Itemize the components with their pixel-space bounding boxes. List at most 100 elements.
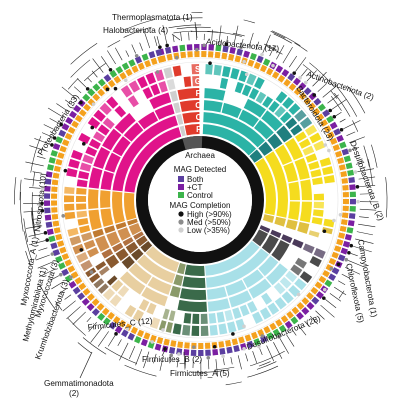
tree-node-arc [363,145,370,167]
rank-block [238,70,249,83]
rank-block [206,286,227,300]
tree-branch [259,348,263,356]
tree-node-arc [367,159,373,186]
detection-square [172,45,179,53]
tree-node-arc [334,92,351,117]
tree-node-arc [207,31,242,37]
tree-branch [50,275,60,281]
rank-block [100,208,114,227]
tree-node-arc [77,342,92,354]
tree-branch [317,83,327,92]
rank-block [172,323,182,335]
rank-block [177,299,208,312]
rank-block [173,102,181,114]
tree-branch [282,46,293,64]
abundance-square [253,61,261,70]
detection-square [296,311,304,320]
rank-block [128,223,142,236]
rank-block [93,131,106,143]
abundance-square [207,51,214,58]
abundance-square [338,232,346,239]
completion-dot [161,328,165,332]
rank-block [88,138,101,150]
tree-branch [153,353,157,364]
rank-block [254,120,274,140]
abundance-square [308,102,316,111]
detection-square [102,317,111,326]
rank-block [305,153,318,163]
legend-swatch-control [178,192,184,198]
rank-block [93,109,106,122]
rank-block [66,168,78,178]
detection-square [44,207,51,214]
completion-dot [177,352,181,356]
detection-square [317,103,326,112]
tree-branch [346,131,356,136]
abundance-square [336,238,344,246]
tree-branch [343,120,361,130]
rank-block [77,217,89,226]
rank-block [207,298,231,312]
tree-branch [97,331,109,347]
rank-block [267,133,283,150]
detection-square [222,45,229,53]
tree-node-arc [30,135,42,173]
abundance-square [57,152,65,159]
tree-node-arc [258,361,271,367]
abundance-square [157,55,164,63]
tree-node-arc [270,31,286,39]
rank-block [76,179,88,188]
rank-block [111,279,124,292]
rank-block [313,201,324,209]
abundance-square [244,334,252,342]
rank-block [239,304,250,317]
tree-branch [339,118,346,123]
detection-square [298,82,307,91]
rank-block [168,310,176,322]
rank-block [259,307,272,320]
abundance-square [342,205,349,212]
rank-block [112,115,178,192]
completion-dot [322,287,327,292]
abundance-square [87,293,95,302]
rank-block [102,288,116,301]
rank-block [89,272,101,283]
abundance-square [286,310,294,319]
tree-branch [237,355,242,370]
detection-square [290,316,299,325]
tree-branch [41,132,53,138]
rank-block [319,157,332,167]
abundance-square [228,53,235,61]
completion-dot [158,45,162,49]
detection-square [48,157,56,164]
rank-block [78,132,91,144]
detection-square [81,297,90,306]
abundance-square [57,240,65,248]
rank-block [98,266,110,276]
abundance-square [97,88,106,97]
abundance-square [334,150,343,158]
rank-letter-p: P [196,125,202,134]
abundance-square [293,87,302,96]
rank-block [218,323,228,335]
completion-dot [347,250,351,255]
completion-dot [43,231,48,235]
abundance-square [55,233,63,241]
tree-branch [114,47,123,61]
detection-square [205,349,211,356]
completion-dot [356,199,360,204]
rank-block [137,254,176,284]
rank-block [121,255,135,269]
tree-branch [107,335,116,347]
tree-branch [341,273,350,279]
tree-node-arc [264,43,277,50]
tree-node-arc [104,347,137,364]
rank-block [209,324,218,336]
detection-square [306,301,315,310]
detection-square [68,280,77,289]
tree-branch [226,35,229,43]
abundance-square [64,132,73,141]
detection-square [349,191,356,198]
detection-square [266,332,274,340]
phylum-sector-firmicutes-b [158,262,186,333]
